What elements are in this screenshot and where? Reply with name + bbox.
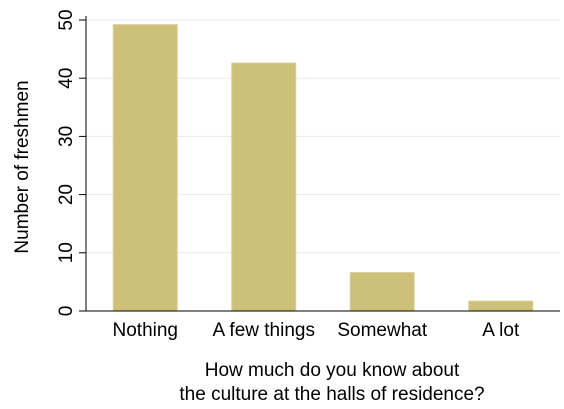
x-axis-ticks: Nothing A few things Somewhat A lot (113, 320, 520, 341)
bar (112, 24, 178, 312)
x-tick-label: A lot (482, 320, 520, 341)
bar (231, 62, 297, 312)
y-tick-label: 40 (56, 68, 77, 89)
x-tick-label: A few things (213, 320, 315, 341)
x-axis-title-line-2: the culture at the halls of residence? (179, 384, 484, 405)
y-axis-title: Number of freshmen (12, 80, 33, 253)
y-tick-label: 20 (56, 184, 77, 205)
y-tick-label: 0 (56, 306, 77, 317)
axes (85, 16, 560, 312)
y-tick-label: 50 (56, 9, 77, 30)
x-tick-label: Nothing (113, 320, 179, 341)
x-tick-label: Somewhat (337, 320, 427, 341)
y-axis-ticks: 0 10 20 30 40 50 (56, 9, 86, 316)
x-axis-title-line-1: How much do you know about (205, 360, 460, 381)
bar (349, 272, 415, 312)
bar (468, 300, 534, 312)
y-tick-label: 10 (56, 242, 77, 263)
bars (112, 24, 534, 312)
y-tick-label: 30 (56, 126, 77, 147)
